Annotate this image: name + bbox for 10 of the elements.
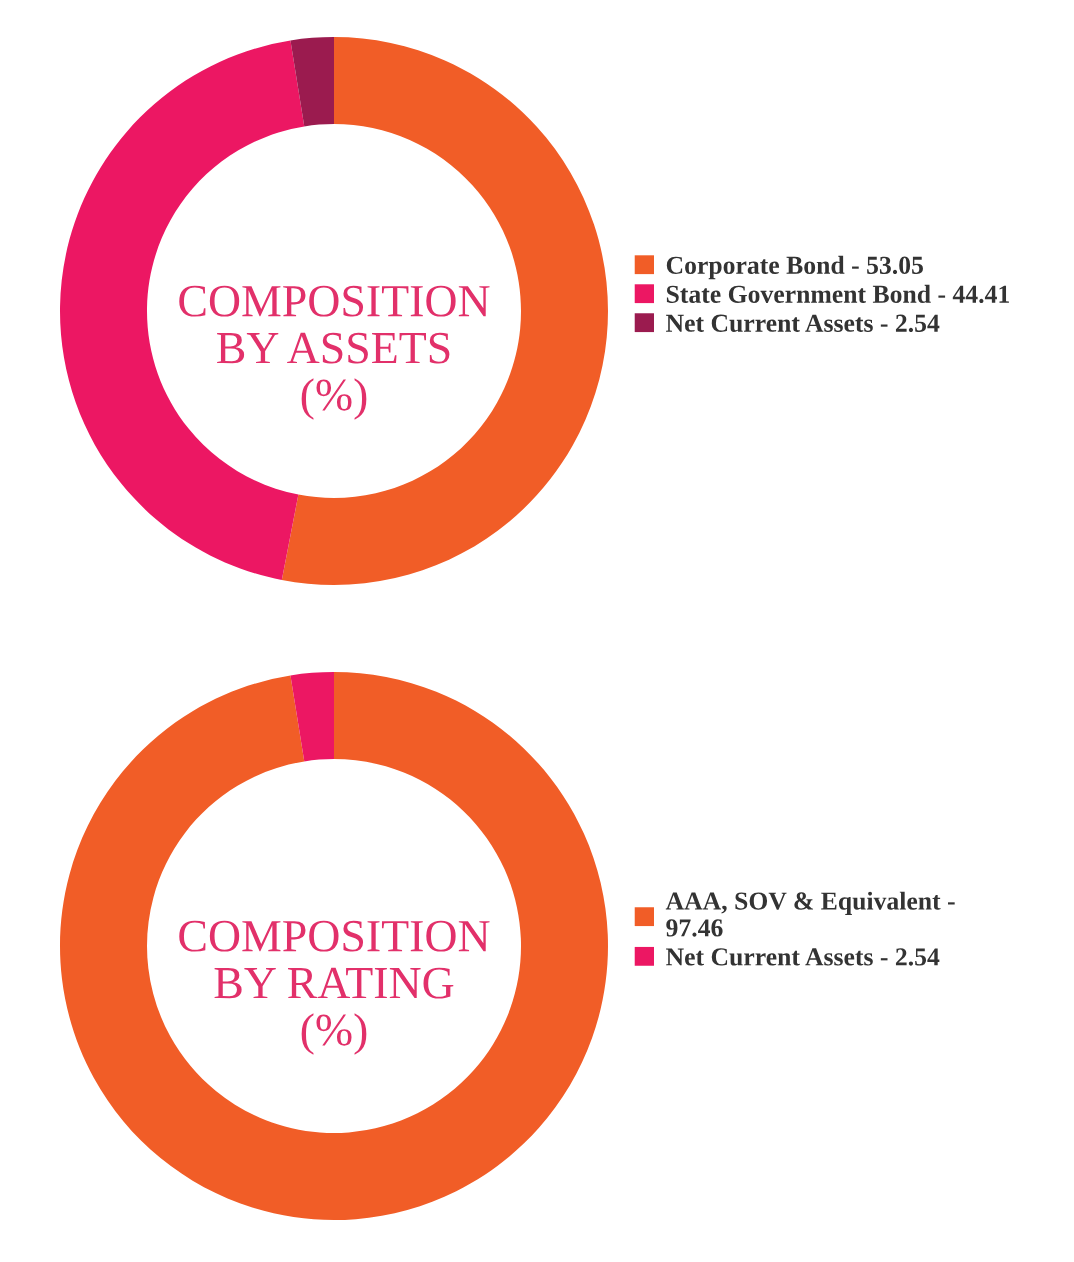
legend-label: Net Current Assets - 2.54 — [666, 314, 940, 332]
donut-slice — [290, 672, 334, 762]
legend-label: Corporate Bond - 53.05 — [666, 255, 923, 280]
legend-label: AAA, SOV & Equivalent - 97.46 — [665, 891, 955, 937]
donut-slice — [290, 37, 334, 127]
donut-slice — [60, 672, 608, 1220]
legend-label: Net Current Assets - 2.54 — [666, 948, 940, 966]
text: COMPOSITION BY ASSETS (%) — [179, 285, 490, 420]
text: COMPOSITION BY RATING (%) — [179, 920, 490, 1055]
legend-label: State Government Bond - 44.41 — [666, 284, 1009, 304]
